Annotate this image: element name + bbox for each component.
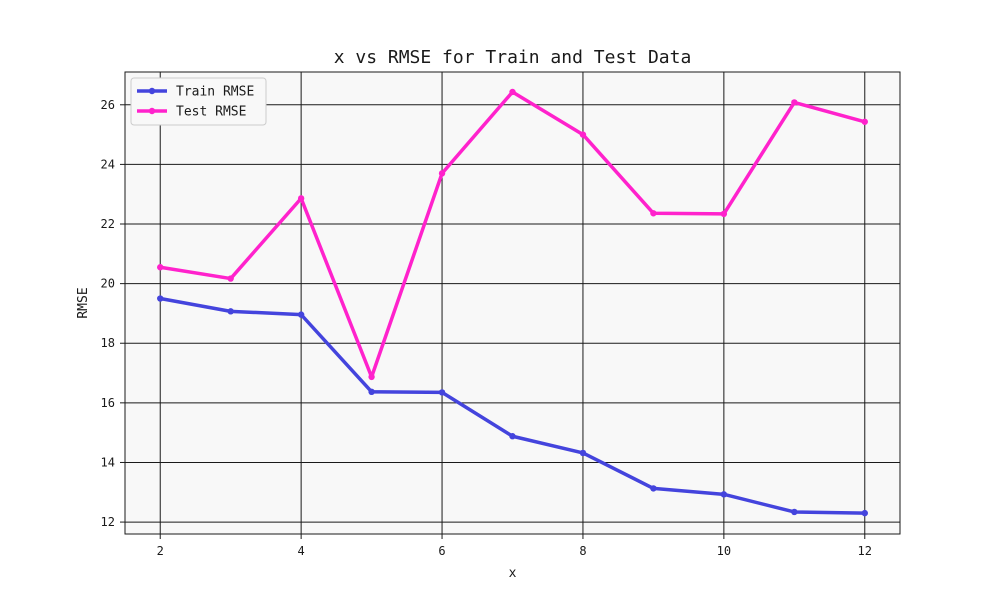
data-point: [861, 509, 868, 517]
data-point: [368, 388, 375, 396]
legend-marker: [148, 87, 156, 95]
data-point: [297, 311, 305, 318]
legend-label: Test RMSE: [176, 105, 246, 120]
data-point: [861, 118, 868, 125]
x-tick-label: 10: [717, 544, 731, 558]
data-point: [157, 264, 164, 271]
legend: Train RMSE Test RMSE: [130, 77, 267, 126]
legend-entry: Train RMSE: [137, 85, 254, 100]
data-point: [579, 449, 587, 457]
y-axis-label: RMSE: [76, 287, 91, 318]
x-tick-label: 2: [157, 544, 164, 558]
x-tick-label: 8: [579, 544, 586, 558]
x-axis-label: x: [509, 566, 517, 581]
data-point: [438, 170, 446, 177]
data-point: [791, 99, 798, 106]
data-point: [720, 491, 728, 498]
series-group: [157, 88, 868, 517]
data-point: [579, 131, 587, 138]
x-tick-label: 12: [858, 544, 872, 558]
data-point: [438, 389, 446, 396]
chart-title: x vs RMSE for Train and Test Data: [334, 47, 692, 68]
data-point: [720, 210, 728, 218]
data-point: [227, 275, 234, 282]
y-tick-label: 14: [101, 455, 115, 469]
plot-area: [125, 72, 900, 534]
data-point: [297, 195, 305, 202]
x-tick-label: 4: [298, 544, 305, 558]
legend-label: Train RMSE: [176, 85, 254, 100]
data-point: [650, 485, 657, 492]
data-point: [227, 308, 234, 315]
data-point: [157, 295, 164, 302]
y-tick-label: 16: [101, 396, 115, 410]
data-point: [650, 210, 657, 217]
series-train-rmse: [157, 295, 868, 517]
series-test-rmse: [157, 88, 868, 381]
grid: [125, 72, 900, 534]
y-tick-label: 24: [101, 157, 115, 171]
y-tick-label: 22: [101, 217, 115, 231]
y-tick-label: 20: [101, 277, 115, 291]
legend-entry: Test RMSE: [137, 105, 246, 120]
data-point: [509, 88, 516, 96]
plot-frame: [124, 71, 901, 535]
data-point: [368, 373, 375, 381]
x-tick-label: 6: [438, 544, 445, 558]
data-point: [509, 433, 516, 440]
y-tick-label: 18: [101, 336, 115, 350]
y-tick-label: 12: [101, 515, 115, 529]
data-point: [791, 508, 798, 516]
legend-marker: [148, 107, 156, 115]
y-tick-label: 26: [101, 98, 115, 112]
